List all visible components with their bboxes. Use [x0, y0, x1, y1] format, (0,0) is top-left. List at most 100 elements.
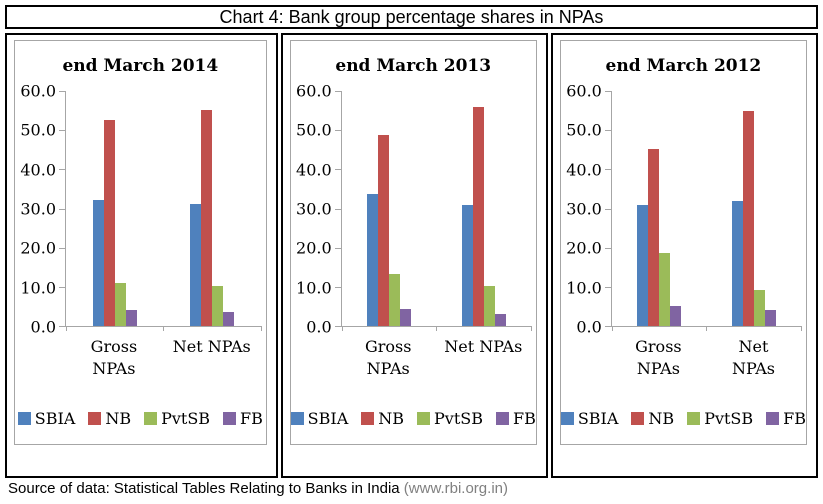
legend-swatch-icon: [17, 412, 31, 425]
bar-nb: [648, 148, 660, 326]
legend-label: FB: [240, 409, 263, 428]
y-tick-label: 20.0: [296, 238, 332, 258]
x-tick-mark: [801, 326, 802, 331]
y-tick-label: 40.0: [20, 160, 56, 180]
panel-end-march-2014: end March 2014 60.0 50.0 40.0 30.0 20.0 10.0 0…: [5, 33, 278, 478]
bar-sbia: [731, 201, 743, 326]
panel-title: end March 2013: [335, 56, 492, 76]
legend-label: PvtSB: [704, 409, 754, 428]
legend-swatch-icon: [417, 412, 431, 425]
category-axis-labels: Gross NPAs Net NPAs: [341, 336, 531, 381]
legend-item-fb: FB: [495, 409, 536, 428]
legend-item-nb: NB: [88, 409, 131, 428]
y-tick-mark: [604, 130, 612, 132]
bar-pvtsb: [483, 285, 495, 326]
chart-area-2014: end March 2014 60.0 50.0 40.0 30.0 20.0 10.0 0…: [14, 40, 267, 445]
bar-nb: [742, 111, 754, 326]
legend-label: SBIA: [577, 409, 619, 428]
y-tick-label: 50.0: [566, 120, 602, 140]
y-tick-mark: [334, 286, 342, 288]
legend-item-fb: FB: [223, 409, 263, 428]
legend-item-pvtsb: PvtSB: [417, 409, 483, 428]
bar-fb: [494, 314, 506, 326]
legend-item-sbia: SBIA: [17, 409, 75, 428]
plot-row: 60.0 50.0 40.0 30.0 20.0 10.0 0.0: [15, 82, 266, 337]
y-tick-mark: [604, 286, 612, 288]
legend: SBIA NB PvtSB FB: [560, 409, 806, 444]
legend-swatch-icon: [361, 412, 375, 425]
legend: SBIA NB PvtSB FB: [15, 409, 266, 444]
category-axis-labels: Gross NPAs Net NPAs: [65, 336, 261, 381]
bar-pvtsb: [753, 289, 765, 326]
y-tick-label: 10.0: [296, 278, 332, 298]
y-tick-mark: [59, 286, 66, 288]
legend-label: PvtSB: [161, 409, 211, 428]
legend-label: FB: [512, 409, 536, 428]
bar-nb: [472, 107, 484, 326]
y-tick-label: 10.0: [20, 278, 56, 298]
y-tick-mark: [59, 247, 66, 249]
y-axis: 60.0 50.0 40.0 30.0 20.0 10.0 0.0: [291, 82, 341, 337]
plot-row: 60.0 50.0 40.0 30.0 20.0 10.0 0.0: [561, 82, 806, 337]
category-label: Gross NPAs: [635, 337, 682, 379]
y-tick-label: 60.0: [20, 81, 56, 101]
bar-fb: [764, 309, 776, 326]
category-axis-labels: Gross NPAs Net NPAs: [611, 336, 801, 381]
y-tick-mark: [334, 130, 342, 132]
bar-group: [66, 91, 163, 326]
chart-area-2013: end March 2013 60.0 50.0 40.0 30.0 20.0 10.0 0…: [289, 40, 537, 445]
y-tick-label: 40.0: [296, 160, 332, 180]
bar-group: [436, 91, 531, 326]
source-note: Source of data: Statistical Tables Relat…: [8, 480, 508, 497]
x-tick-mark: [163, 326, 165, 331]
y-tick-mark: [604, 247, 612, 249]
chart-main-title: Chart 4: Bank group percentage shares in…: [5, 5, 818, 29]
y-tick-label: 10.0: [566, 278, 602, 298]
y-tick-label: 60.0: [566, 81, 602, 101]
legend-swatch-icon: [631, 412, 645, 425]
bar-pvtsb: [211, 286, 223, 326]
bar-pvtsb: [659, 253, 671, 326]
y-tick-mark: [334, 326, 342, 327]
y-tick-mark: [334, 208, 342, 210]
legend-swatch-icon: [144, 412, 158, 425]
y-tick-mark: [334, 247, 342, 249]
legend-swatch-icon: [560, 412, 574, 425]
y-tick-label: 30.0: [296, 199, 332, 219]
bar-sbia: [366, 194, 378, 326]
bar-nb: [103, 119, 115, 326]
legend-label: SBIA: [307, 409, 349, 428]
y-tick-mark: [59, 326, 66, 327]
y-axis: 60.0 50.0 40.0 30.0 20.0 10.0 0.0: [15, 82, 65, 337]
x-tick-mark: [611, 326, 613, 331]
legend-item-sbia: SBIA: [560, 409, 619, 428]
x-tick-mark: [530, 326, 532, 331]
legend-label: PvtSB: [434, 409, 483, 428]
y-tick-mark: [604, 326, 612, 327]
plot-area: [59, 91, 262, 331]
legend-label: NB: [105, 409, 132, 428]
bar-group: [612, 91, 707, 326]
category-label: Net NPAs: [731, 337, 775, 379]
bar-group: [163, 91, 260, 326]
plot-area: [604, 91, 802, 331]
x-tick-mark: [706, 326, 708, 331]
y-tick-label: 60.0: [296, 81, 332, 101]
bar-sbia: [189, 203, 201, 326]
plot-area: [334, 91, 532, 331]
y-tick-label: 50.0: [20, 120, 56, 140]
y-tick-label: 0.0: [576, 317, 602, 337]
category-label: Net NPAs: [172, 337, 251, 356]
source-url: (www.rbi.org.in): [403, 480, 508, 497]
legend-item-nb: NB: [361, 409, 404, 428]
y-tick-label: 40.0: [566, 160, 602, 180]
y-tick-label: 50.0: [296, 120, 332, 140]
bar-fb: [222, 311, 234, 326]
panel-title: end March 2012: [605, 56, 762, 76]
y-tick-mark: [59, 91, 66, 92]
y-tick-mark: [604, 91, 612, 92]
bar-fb: [670, 306, 682, 326]
category-label: Gross NPAs: [90, 337, 138, 379]
bar-pvtsb: [388, 274, 400, 326]
